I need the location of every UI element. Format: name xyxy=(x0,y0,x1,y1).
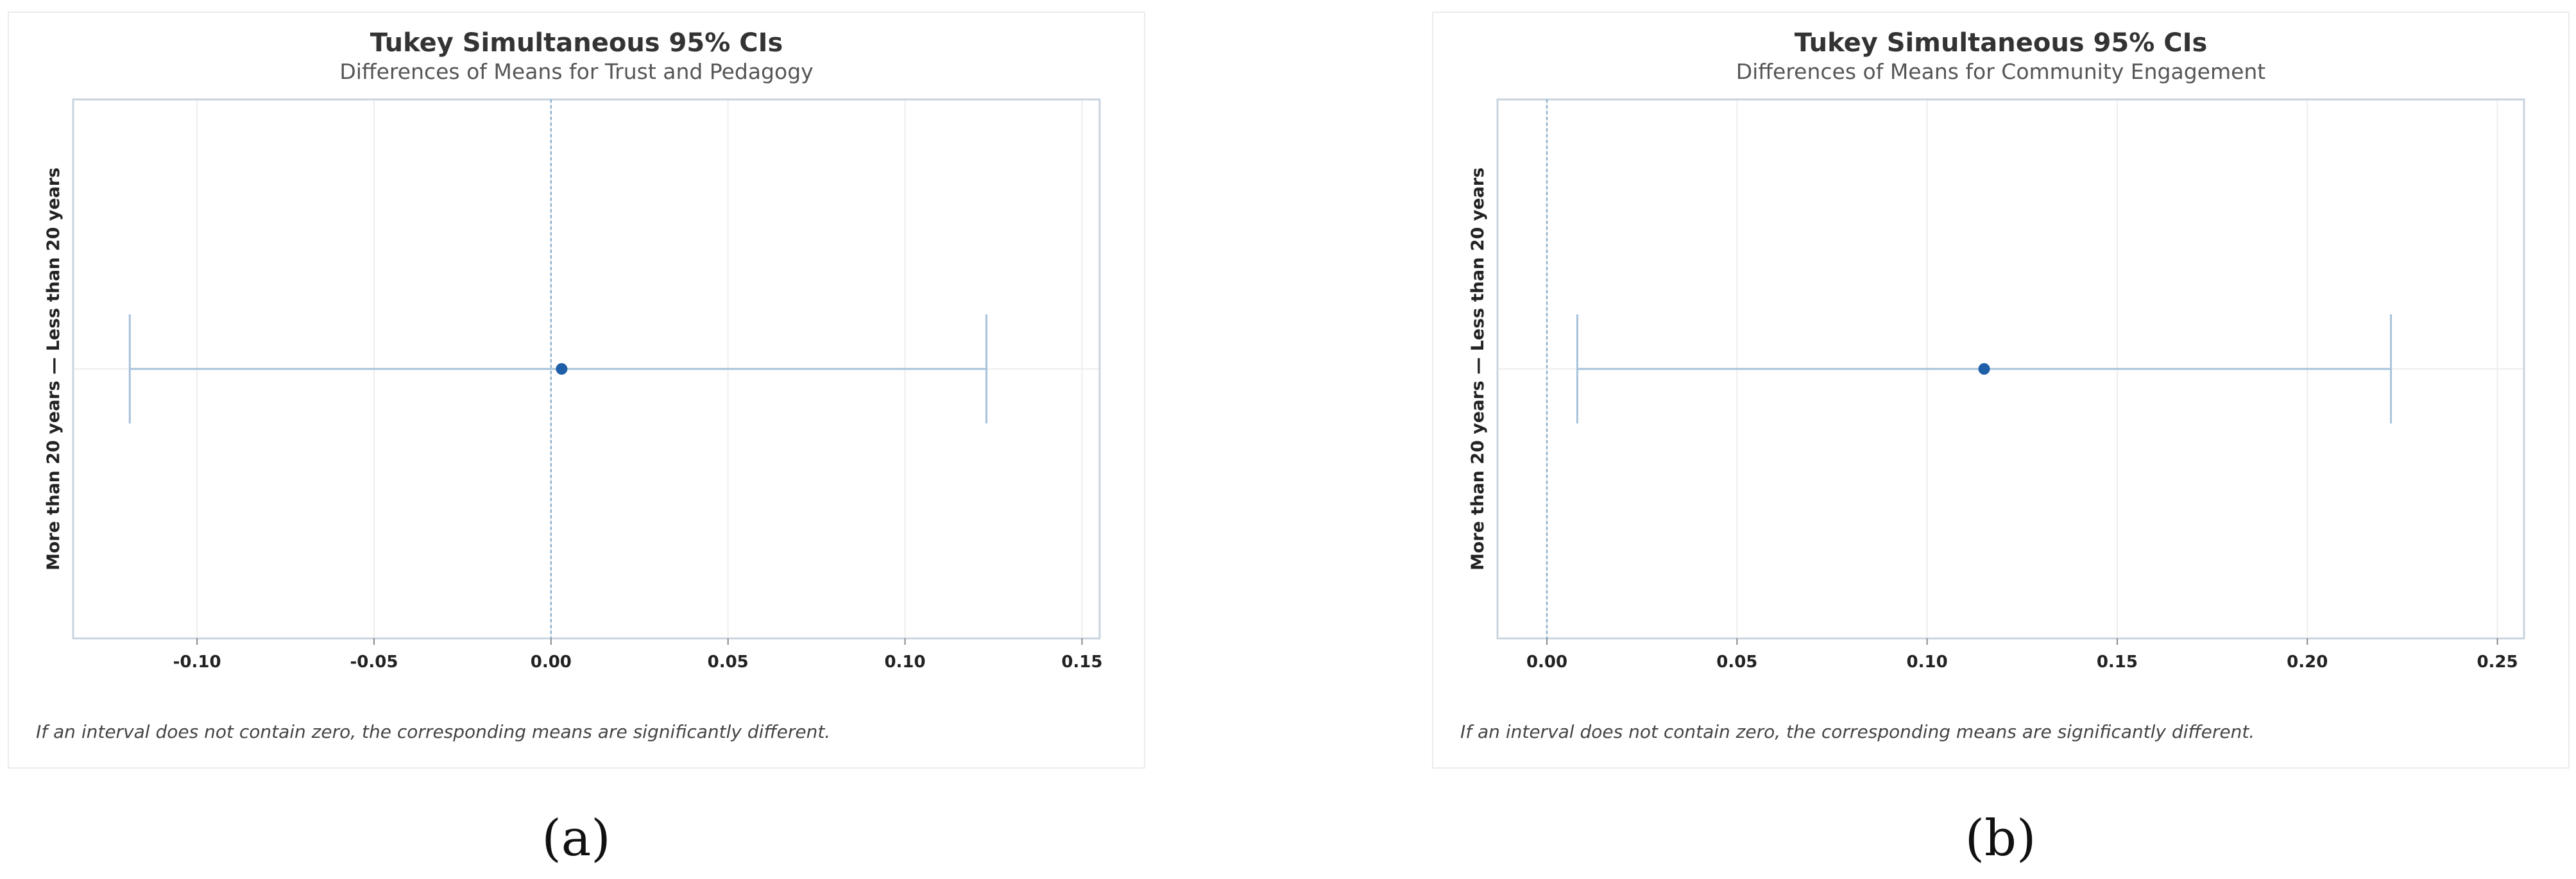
x-tick-label: 0.05 xyxy=(708,653,749,672)
figure-label-a: (a) xyxy=(542,810,611,867)
chart-subtitle: Differences of Means for Trust and Pedag… xyxy=(339,59,813,84)
chart-footnote: If an interval does not contain zero, th… xyxy=(36,721,830,742)
x-tick-label: 0.10 xyxy=(1907,653,1948,672)
chart-title: Tukey Simultaneous 95% CIs xyxy=(370,28,783,58)
y-category-label: More than 20 years — Less than 20 years xyxy=(44,167,64,570)
chart-footnote: If an interval does not contain zero, th… xyxy=(1460,721,2255,742)
x-tick-label: -0.10 xyxy=(173,653,221,672)
x-tick-label: 0.15 xyxy=(2097,653,2138,672)
mean-difference-point xyxy=(1978,363,1990,375)
x-tick-label: 0.05 xyxy=(1716,653,1757,672)
plot-frame xyxy=(1496,98,2525,640)
x-tick-label: 0.25 xyxy=(2477,653,2518,672)
y-category-label: More than 20 years — Less than 20 years xyxy=(1468,167,1488,570)
x-tick-label: 0.00 xyxy=(531,653,572,672)
x-tick-label: 0.00 xyxy=(1526,653,1567,672)
mean-difference-point xyxy=(556,363,568,375)
chart-panel-a: Tukey Simultaneous 95% CIs Differences of… xyxy=(8,12,1145,769)
x-tick-label: 0.15 xyxy=(1061,653,1102,672)
x-tick-label: 0.10 xyxy=(884,653,925,672)
figure-label-b: (b) xyxy=(1965,810,2036,867)
chart-subtitle: Differences of Means for Community Engag… xyxy=(1736,59,2266,84)
chart-panel-b: Tukey Simultaneous 95% CIs Differences of… xyxy=(1432,12,2570,769)
plot-frame xyxy=(72,98,1101,640)
x-tick-label: -0.05 xyxy=(350,653,398,672)
x-tick-label: 0.20 xyxy=(2287,653,2328,672)
chart-title: Tukey Simultaneous 95% CIs xyxy=(1795,28,2208,58)
